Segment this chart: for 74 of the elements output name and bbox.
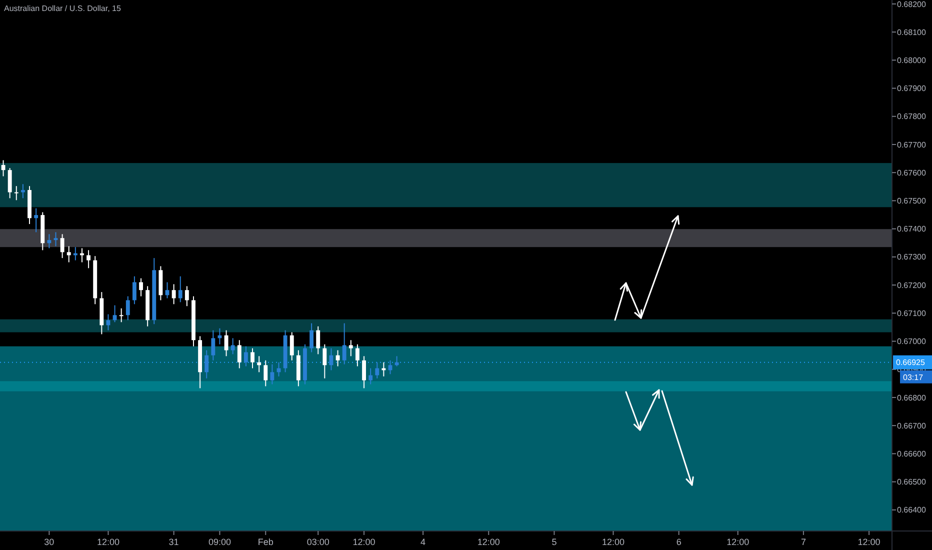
y-tick-label: 0.67900 (897, 84, 926, 94)
candlestick (382, 362, 386, 377)
candlestick (355, 344, 360, 367)
candlestick (310, 322, 314, 353)
candlestick (126, 296, 130, 321)
candlestick (178, 276, 182, 303)
candlestick (139, 278, 143, 297)
x-tick-label: 12:00 (726, 537, 750, 547)
candlestick (250, 348, 254, 369)
candlestick (211, 330, 216, 361)
y-tick-label: 0.68200 (897, 0, 926, 9)
x-tick-label: 12:00 (352, 537, 376, 547)
x-tick-label: 6 (676, 537, 682, 547)
x-tick-label: 30 (44, 537, 54, 547)
candlestick (362, 356, 366, 389)
candlestick (394, 356, 399, 367)
y-tick-label: 0.67200 (897, 280, 926, 290)
candlestick (14, 186, 18, 201)
candlestick (264, 360, 268, 387)
y-tick-label: 0.68000 (897, 56, 926, 65)
y-tick-label: 0.67300 (897, 252, 926, 262)
y-tick-label: 0.66600 (897, 449, 926, 458)
candlestick (20, 184, 25, 199)
y-tick-label: 0.66700 (897, 421, 926, 430)
candlestick (257, 356, 262, 373)
x-tick-label: 12:00 (96, 537, 120, 547)
candlestick (66, 246, 71, 263)
candlestick (34, 208, 38, 233)
candlestick (290, 332, 294, 361)
x-tick-label: Feb (258, 537, 274, 547)
y-tick-label: 0.66500 (897, 478, 926, 487)
candlestick (368, 368, 373, 385)
text: 03:17 (903, 373, 924, 382)
x-tick-label: 12:00 (858, 537, 880, 547)
candlestick (270, 364, 274, 385)
candlestick (54, 232, 58, 247)
candlestick (276, 362, 281, 377)
candlestick (322, 344, 327, 379)
candlestick (184, 286, 189, 307)
y-tick-label: 0.67400 (897, 224, 926, 234)
y-tick-label: 0.66400 (897, 506, 926, 515)
y-tick-label: 0.67000 (897, 337, 926, 346)
ref-line-label: 0.66925 (896, 358, 926, 368)
x-tick-label: 4 (420, 537, 426, 547)
x-tick-label: 12:00 (602, 537, 625, 547)
x-tick-label: 03:00 (306, 537, 330, 547)
candlestick (230, 338, 235, 355)
y-tick-label: 0.67700 (897, 140, 926, 150)
y-tick-label: 0.67500 (897, 196, 926, 206)
candlestick (237, 340, 242, 369)
candlestick (375, 362, 380, 379)
candlestick (316, 326, 320, 355)
x-tick-label: 12:00 (477, 537, 500, 547)
text: Australian Dollar / U.S. Dollar, 15 (4, 4, 122, 13)
candlestick (348, 340, 353, 357)
y-tick-label: 0.67600 (897, 168, 926, 178)
candlestick (86, 250, 91, 269)
candlestick (244, 346, 248, 367)
candlestick (132, 276, 136, 305)
y-tick-label: 0.67100 (897, 308, 926, 318)
x-tick-label: 7 (800, 537, 806, 547)
candlestick (47, 234, 52, 249)
y-tick-label: 0.68100 (897, 28, 926, 37)
candlestick (172, 284, 176, 305)
y-tick-label: 0.67800 (897, 112, 926, 122)
x-tick-label: 5 (552, 537, 557, 547)
candlestick (119, 308, 124, 323)
candlestick (204, 350, 209, 379)
x-tick-label: 09:00 (208, 537, 231, 547)
x-tick-label: 31 (168, 537, 179, 547)
candlestick (60, 234, 64, 259)
y-tick-label: 0.66800 (897, 393, 926, 402)
candlestick (8, 168, 12, 199)
candlestick (342, 322, 346, 365)
